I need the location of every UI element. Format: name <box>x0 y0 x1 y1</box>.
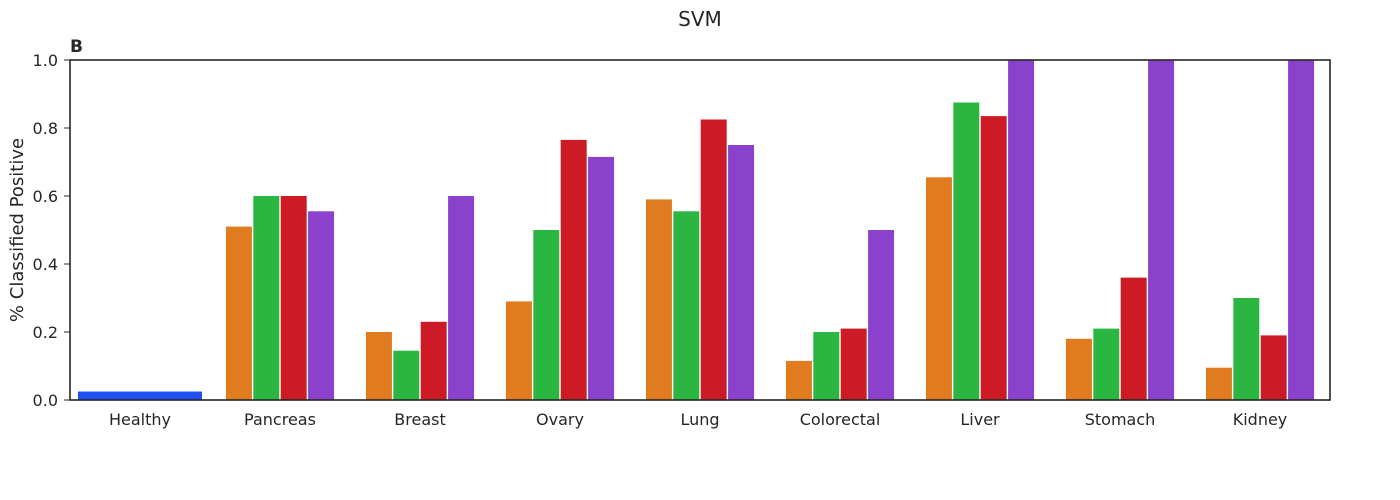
y-axis-label: % Classified Positive <box>7 138 28 322</box>
bar <box>728 145 755 400</box>
bar <box>280 196 307 400</box>
bar <box>308 211 335 400</box>
bar <box>700 119 727 400</box>
x-tick-label: Pancreas <box>244 410 316 429</box>
bars-group <box>78 60 1315 400</box>
panel-label: B <box>70 37 83 57</box>
y-tick-label: 0.4 <box>33 255 58 274</box>
bar <box>560 139 587 400</box>
x-tick-label: Stomach <box>1085 410 1156 429</box>
x-tick-label: Liver <box>960 410 1000 429</box>
bar <box>1148 60 1175 400</box>
y-tick-label: 0.2 <box>33 323 58 342</box>
bar <box>448 196 475 400</box>
bar <box>1093 328 1120 400</box>
bar <box>1260 335 1287 400</box>
bar <box>420 321 447 400</box>
y-ticks-group: 0.0 0.2 0.4 0.6 0.8 1.0 <box>33 51 70 410</box>
bar <box>225 226 252 400</box>
bar <box>365 332 392 400</box>
bar <box>925 177 952 400</box>
x-tick-label: Healthy <box>109 410 171 429</box>
x-tick-label: Ovary <box>536 410 584 429</box>
bar <box>393 350 420 400</box>
plot-frame <box>69 59 1331 401</box>
bar <box>253 196 280 400</box>
bar <box>1288 60 1315 400</box>
bar <box>953 102 980 400</box>
y-tick-label: 1.0 <box>33 51 58 70</box>
y-tick-label: 0.0 <box>33 391 58 410</box>
x-tick-label: Lung <box>680 410 719 429</box>
bar <box>840 328 867 400</box>
bar <box>868 230 895 400</box>
chart-title: SVM <box>678 7 722 31</box>
bar <box>1233 298 1260 400</box>
y-tick-label: 0.6 <box>33 187 58 206</box>
bar <box>588 156 615 400</box>
bar <box>1065 338 1092 400</box>
bar <box>785 360 812 400</box>
x-ticks-group: Healthy Pancreas Breast Ovary Lung Colorectal… <box>109 410 1287 429</box>
bar <box>645 199 672 400</box>
y-tick-label: 0.8 <box>33 119 58 138</box>
bar <box>533 230 560 400</box>
x-tick-label: Kidney <box>1233 410 1288 429</box>
bar-healthy <box>78 391 202 400</box>
bar <box>813 332 840 400</box>
x-tick-label: Breast <box>394 410 445 429</box>
bar <box>505 301 532 400</box>
x-tick-label: Colorectal <box>800 410 881 429</box>
bar <box>1205 367 1232 400</box>
bar <box>1120 277 1147 400</box>
bar <box>673 211 700 400</box>
bar <box>1008 60 1035 400</box>
bar <box>980 116 1007 400</box>
